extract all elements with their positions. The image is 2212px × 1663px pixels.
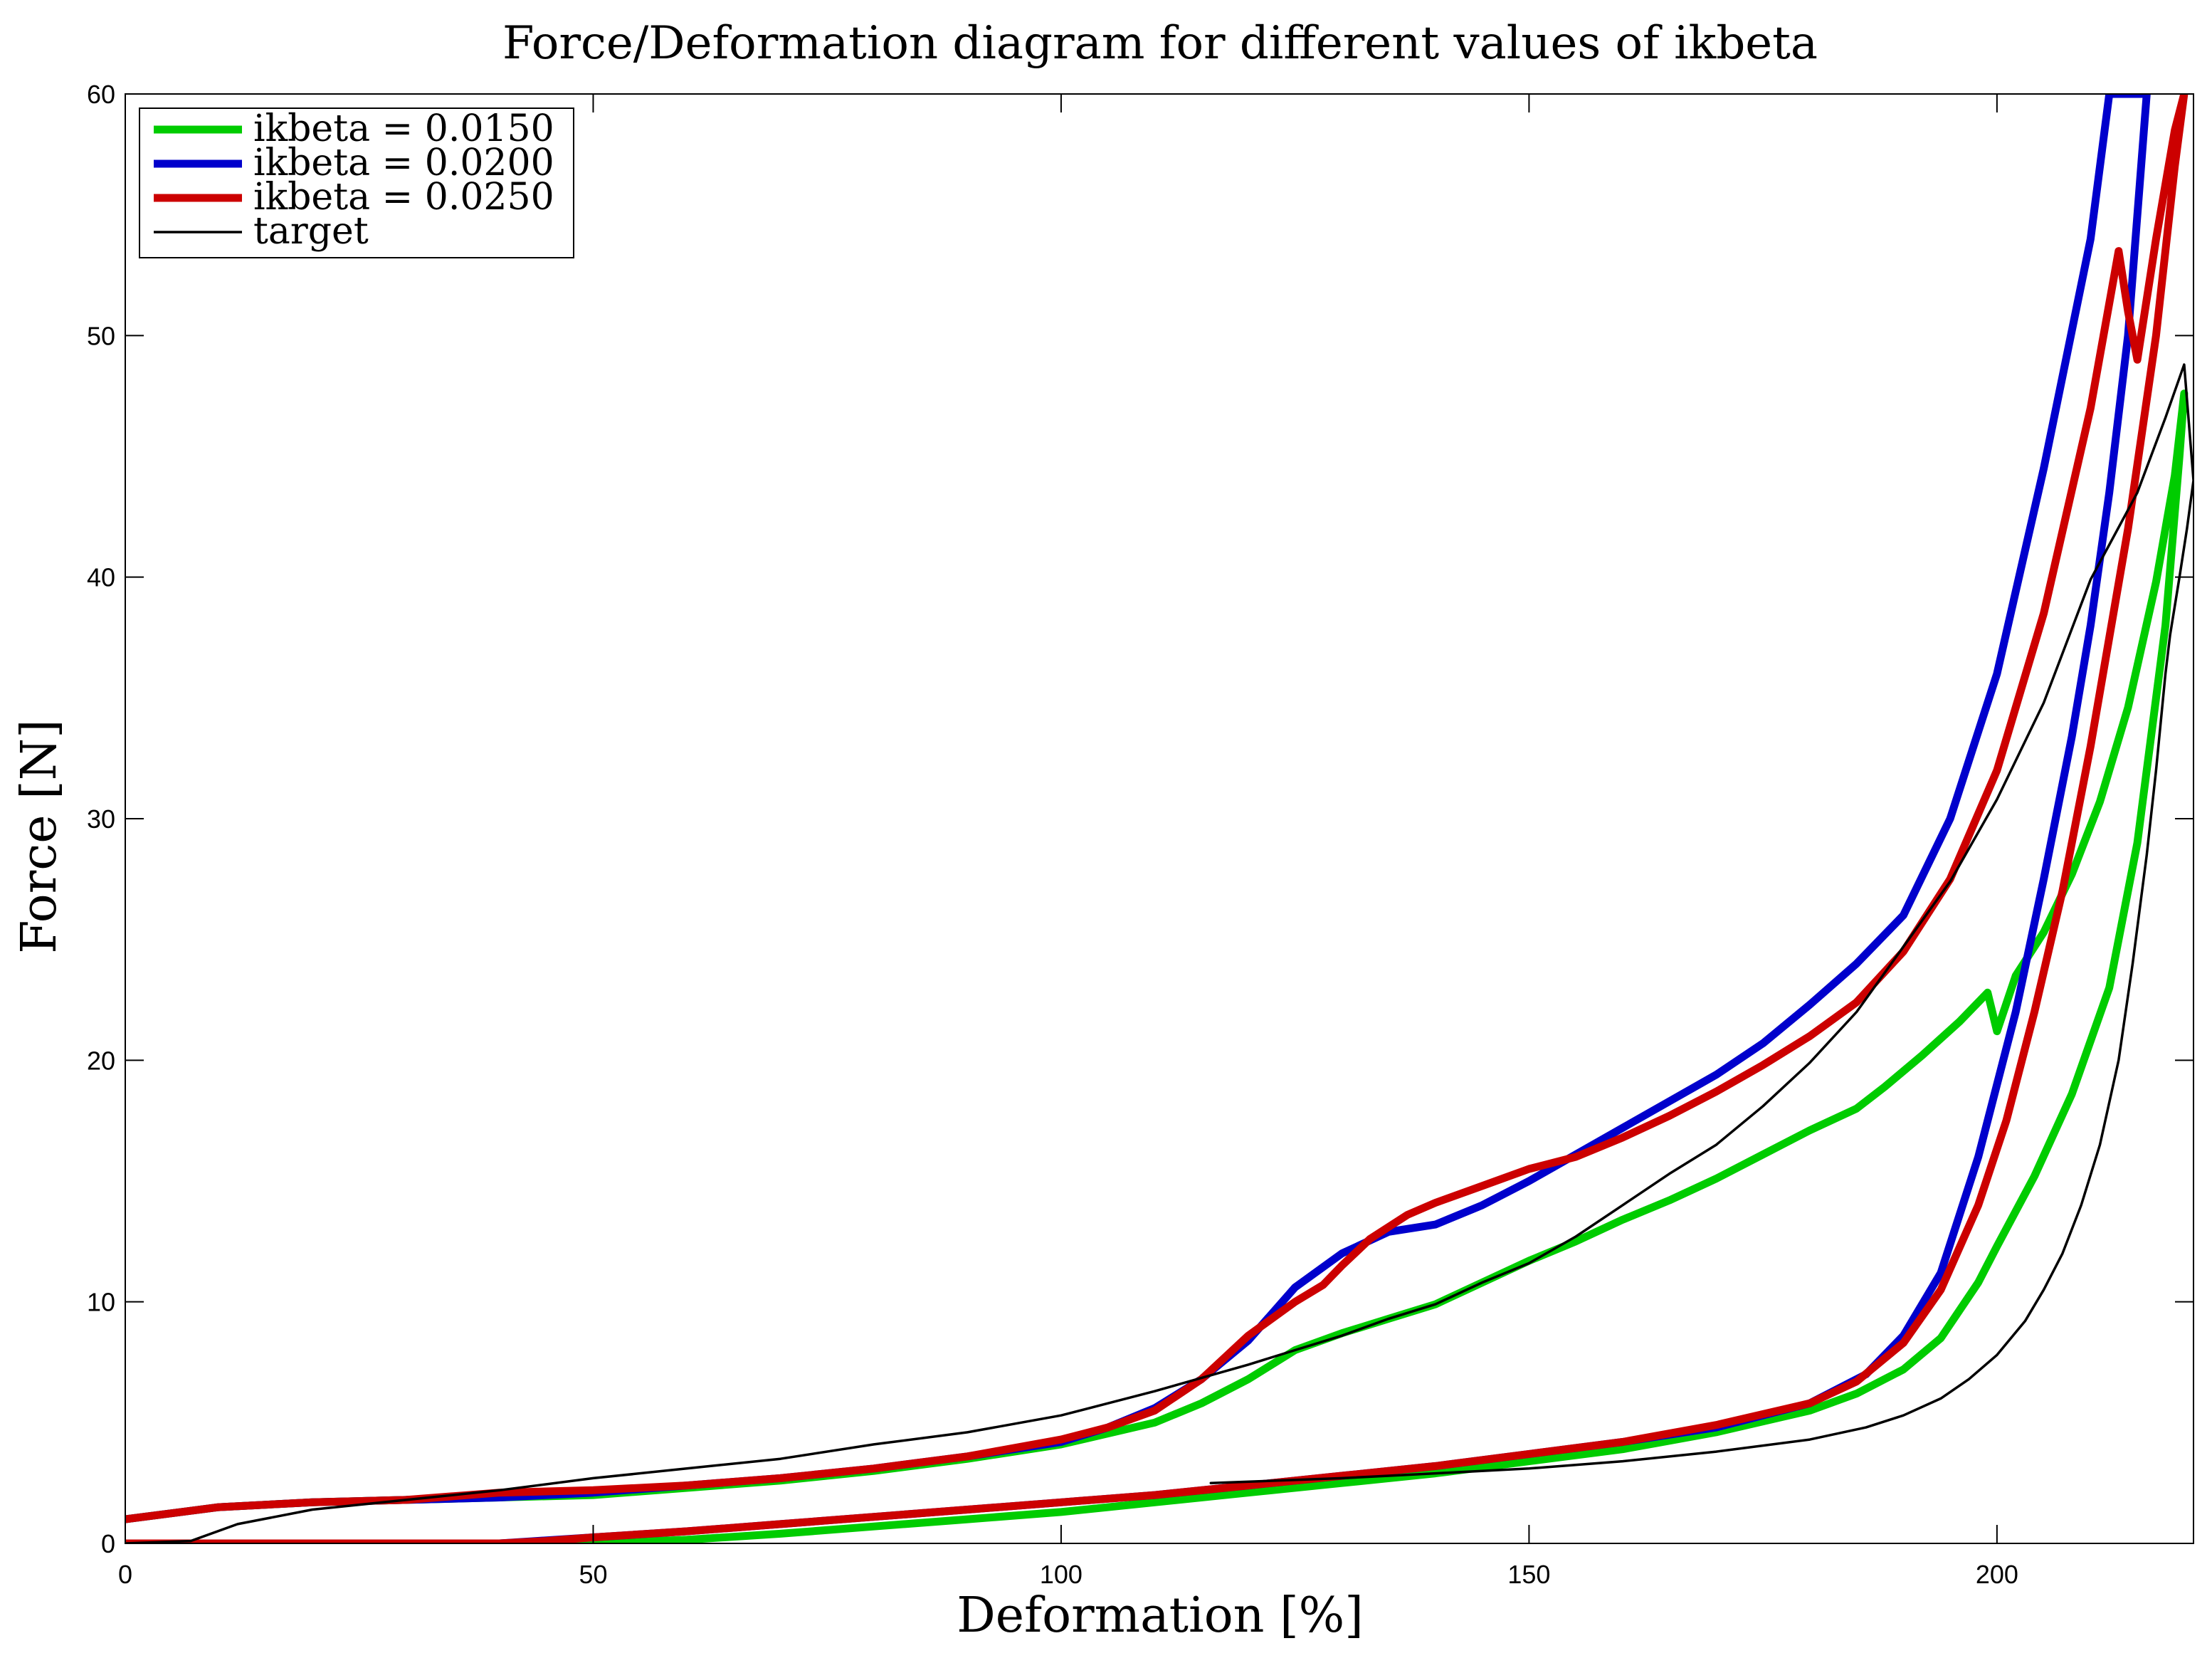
y-tick-label: 20 — [87, 1046, 115, 1075]
series-line-3 — [125, 363, 2193, 1543]
legend-label-2: ikbeta = 0.0250 — [253, 176, 554, 219]
y-tick-label: 30 — [87, 804, 115, 834]
x-tick-label: 100 — [1040, 1560, 1083, 1589]
series-layer — [125, 94, 2193, 1543]
series-line-0 — [125, 389, 2189, 1543]
y-tick-label: 0 — [101, 1529, 115, 1558]
y-tick-label: 40 — [87, 563, 115, 592]
chart-title: Force/Deformation diagram for different … — [502, 17, 1818, 70]
x-axis-label: Deformation [%] — [957, 1588, 1364, 1644]
legend-label-3: target — [253, 210, 369, 253]
y-tick-label: 10 — [87, 1288, 115, 1317]
x-tick-label: 0 — [118, 1560, 132, 1589]
legend-label-0: ikbeta = 0.0150 — [253, 107, 554, 150]
y-axis-label: Force [N] — [11, 719, 68, 953]
x-tick-label: 150 — [1507, 1560, 1550, 1589]
x-tick-label: 50 — [579, 1560, 607, 1589]
legend-label-1: ikbeta = 0.0200 — [253, 142, 554, 184]
x-tick-label: 200 — [1976, 1560, 2018, 1589]
axis-ticks: 0 50 100 150 200 0 10 20 30 40 50 60 — [87, 80, 2193, 1589]
y-tick-label: 50 — [87, 321, 115, 350]
y-tick-label: 60 — [87, 80, 115, 109]
